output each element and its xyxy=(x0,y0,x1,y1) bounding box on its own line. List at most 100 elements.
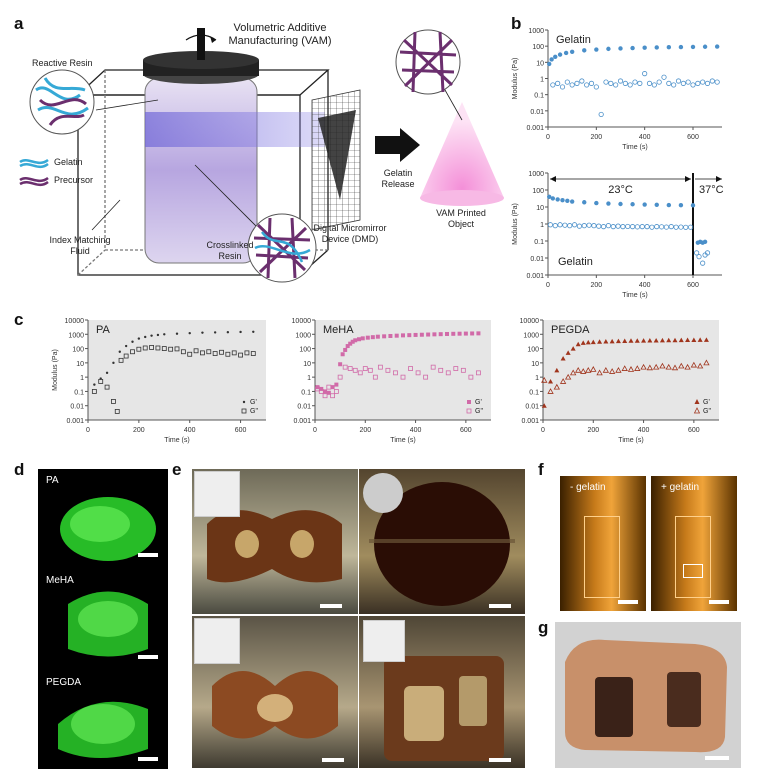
data-point xyxy=(330,393,335,399)
y-tick-label: 10000 xyxy=(292,318,312,325)
data-point xyxy=(714,79,720,85)
y-tick-label: 0.01 xyxy=(297,404,311,411)
data-point xyxy=(547,194,552,199)
scale-bar xyxy=(138,757,158,761)
data-point xyxy=(547,61,552,67)
y-tick-label: 100 xyxy=(532,44,544,51)
data-point xyxy=(136,346,142,352)
data-point xyxy=(630,45,635,51)
legend-marker xyxy=(694,399,700,404)
range-arrow-head xyxy=(716,176,722,182)
data-point xyxy=(641,338,647,343)
data-point xyxy=(630,202,635,207)
data-point xyxy=(665,363,672,370)
legend-label: G" xyxy=(475,408,483,415)
data-point xyxy=(678,362,685,369)
panel-d-photos: PA MeHA PEGDA xyxy=(38,469,168,769)
data-point xyxy=(580,340,586,345)
legend-marker xyxy=(241,408,247,414)
data-point xyxy=(654,202,659,207)
data-point xyxy=(130,349,135,355)
data-point xyxy=(586,222,592,228)
y-tick-label: 100 xyxy=(527,347,539,354)
y-axis-label: Modulus (Pa) xyxy=(52,349,59,391)
precursor-legend-label: Precursor xyxy=(54,175,94,185)
range-arrow-head xyxy=(550,176,556,182)
data-point xyxy=(590,366,597,372)
data-point xyxy=(593,84,599,90)
data-point xyxy=(360,336,365,341)
data-point xyxy=(634,338,640,343)
data-point xyxy=(541,403,547,408)
data-point xyxy=(338,362,343,367)
plus-gelatin-photo: + gelatin xyxy=(651,476,737,611)
data-point xyxy=(594,47,599,52)
data-point xyxy=(685,337,691,343)
y-tick-label: 10 xyxy=(76,361,84,368)
data-point xyxy=(548,378,554,384)
legend-label: G' xyxy=(475,399,482,406)
y-tick-label: 1000 xyxy=(295,332,311,339)
data-point xyxy=(658,224,665,230)
data-point xyxy=(678,202,684,208)
legend-marker xyxy=(467,400,471,404)
data-point xyxy=(627,366,635,372)
data-point xyxy=(668,224,674,230)
data-point xyxy=(608,80,614,86)
data-point xyxy=(671,82,677,88)
scale-bar xyxy=(320,604,342,608)
data-point xyxy=(468,374,474,380)
data-point xyxy=(602,367,610,373)
data-point xyxy=(571,222,578,228)
data-point xyxy=(582,200,587,205)
data-point xyxy=(114,408,120,414)
data-point xyxy=(451,331,456,336)
data-point xyxy=(654,224,660,230)
gelatin-release-label: Gelatin Release xyxy=(381,168,415,189)
data-point xyxy=(569,49,575,54)
data-point xyxy=(642,45,647,50)
data-point xyxy=(375,334,380,339)
data-point xyxy=(201,331,204,334)
y-tick-label: 1000 xyxy=(528,28,544,35)
data-point xyxy=(584,82,590,88)
data-point xyxy=(426,332,431,337)
data-point xyxy=(250,351,256,356)
data-point xyxy=(606,46,611,52)
data-point xyxy=(639,224,645,230)
data-point xyxy=(382,334,387,339)
data-point xyxy=(370,335,375,340)
data-point xyxy=(175,332,179,335)
data-point xyxy=(155,345,161,351)
panel-label-f: f xyxy=(538,460,544,479)
data-point xyxy=(625,223,631,230)
y-tick-label: 100 xyxy=(299,347,311,354)
data-point xyxy=(618,201,623,207)
printed-cube-render xyxy=(555,622,741,768)
data-point xyxy=(564,79,570,85)
y-tick-label: 10 xyxy=(536,60,544,67)
data-point xyxy=(330,385,335,390)
data-point xyxy=(362,366,368,371)
data-point xyxy=(666,45,672,50)
y-tick-label: 0.1 xyxy=(534,93,544,100)
data-point xyxy=(690,361,698,368)
x-tick-label: 400 xyxy=(639,134,651,141)
y-tick-label: 1 xyxy=(540,77,544,84)
y-tick-label: 0.1 xyxy=(529,389,539,396)
pegda-gel-photo: PEGDA xyxy=(38,669,168,769)
data-point xyxy=(640,363,647,370)
x-tick-label: 600 xyxy=(460,427,472,434)
data-point xyxy=(618,46,623,51)
meha-gel-photo: MeHA xyxy=(38,569,168,667)
data-point xyxy=(678,44,684,50)
x-tick-label: 400 xyxy=(410,427,422,434)
data-point xyxy=(663,224,670,230)
data-point xyxy=(318,389,324,394)
data-point xyxy=(547,222,554,228)
data-point xyxy=(326,384,332,390)
data-point xyxy=(685,79,691,85)
pegda-label: PEGDA xyxy=(46,677,82,688)
crosslinked-resin-circle xyxy=(247,213,317,283)
x-tick-label: 200 xyxy=(590,282,602,289)
